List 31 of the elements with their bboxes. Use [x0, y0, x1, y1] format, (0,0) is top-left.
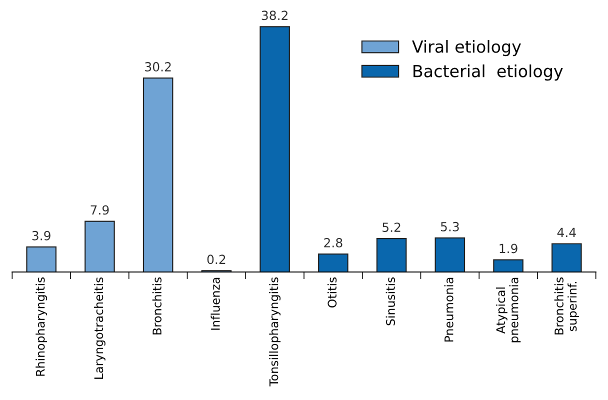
- data-label: 7.9: [90, 205, 109, 215]
- bar: [434, 237, 466, 272]
- data-label: 3.9: [32, 230, 50, 240]
- bar: [318, 253, 348, 272]
- legend-label: Bacterial etiology: [414, 64, 563, 81]
- x-tick-label: Pneumonia: [444, 278, 454, 342]
- bar: [84, 220, 115, 272]
- bar: [260, 26, 290, 272]
- bar: [376, 238, 407, 272]
- bar: [142, 78, 174, 272]
- bar: [493, 259, 524, 272]
- data-label: 30.2: [145, 62, 171, 72]
- data-label: 4.4: [557, 228, 576, 237]
- data-label: 38.2: [262, 10, 288, 20]
- x-tick-label: Otitis: [327, 277, 337, 308]
- bar: [26, 246, 56, 272]
- data-label: 5.3: [440, 222, 459, 232]
- x-tick-label: Influenza: [210, 278, 220, 330]
- bar: [552, 243, 582, 272]
- x-tick-label: Tonsillopharyngitis: [269, 277, 281, 386]
- data-label: 2.8: [324, 238, 342, 248]
- x-tick-label: Sinusitis: [386, 277, 395, 326]
- x-tick-label: Bronchitis: [152, 277, 162, 334]
- legend-label: Viral etiology: [412, 40, 521, 56]
- data-label: 5.2: [382, 222, 400, 232]
- data-label: 1.9: [500, 244, 518, 254]
- x-tick-label: Atypical pneumonia: [496, 278, 521, 342]
- x-tick-label: Rhinopharyngitis: [36, 277, 48, 376]
- x-tick-label: Laryngotracheitis: [94, 277, 106, 379]
- x-tick-label: Bronchitis superinf.: [554, 277, 579, 334]
- data-label: 0.2: [207, 254, 226, 264]
